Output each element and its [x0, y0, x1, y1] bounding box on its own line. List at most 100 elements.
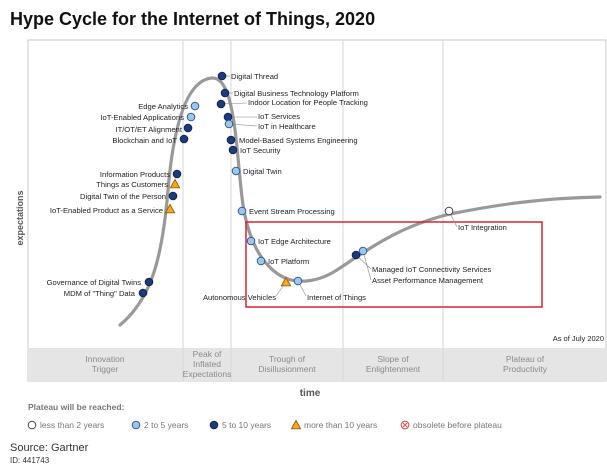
data-point: Internet of Things [293, 276, 366, 302]
data-point: IoT Integration [444, 206, 507, 232]
point-label: Digital Twin of the Person [80, 192, 166, 201]
x-axis-label: time [300, 388, 321, 399]
document-id: ID: 441743 [10, 456, 50, 465]
phase-label-line: Inflated [193, 359, 221, 369]
point-marker [220, 88, 230, 98]
point-marker [256, 256, 266, 266]
legend-marker-cross [402, 422, 408, 428]
phase-label-line: Disillusionment [258, 364, 316, 374]
phase-label: Trough of Disillusionment [258, 354, 316, 374]
point-label: Blockchain and IoT [112, 136, 177, 145]
highlight-box [245, 221, 543, 308]
data-point: Digital Thread [217, 71, 278, 81]
phase-label-line: Slope of [377, 354, 409, 364]
point-label: Indoor Location for People Tracking [248, 98, 368, 107]
phase-label-line: Expectations [183, 369, 232, 379]
point-label: Internet of Things [307, 293, 366, 302]
plot-frame [27, 39, 607, 382]
point-marker [186, 112, 196, 122]
point-label: Autonomous Vehicles [203, 293, 276, 302]
phase-label-line: Peak of [193, 349, 222, 359]
point-label: Digital Thread [231, 72, 278, 81]
legend-title: Plateau will be reached: [28, 402, 125, 412]
data-point: Indoor Location for People Tracking [216, 98, 368, 109]
point-label: Managed IoT Connectivity Services [372, 265, 492, 274]
as-of-note: As of July 2020 [553, 334, 604, 343]
phase-label: Innovation Trigger [85, 354, 124, 374]
point-marker [358, 246, 368, 256]
point-marker [280, 276, 292, 287]
point-marker [164, 203, 176, 214]
legend-label: 5 to 10 years [222, 420, 271, 430]
phase-label-line: Enlightenment [366, 364, 421, 374]
point-label: Event Stream Processing [249, 207, 335, 216]
legend-item: obsolete before plateau [400, 420, 502, 430]
point-label: Asset Performance Management [372, 276, 484, 285]
point-label: IoT Integration [458, 223, 507, 232]
chart-title: Hype Cycle for the Internet of Things, 2… [10, 9, 376, 29]
hype-cycle-chart: expectations time As of July 2020 Innovatio… [15, 39, 607, 430]
data-point: Edge Analytics [138, 101, 200, 111]
point-marker [179, 134, 189, 144]
data-point: IoT Security [228, 145, 281, 155]
data-point: IoT Platform [256, 256, 309, 266]
legend-item: less than 2 years [27, 420, 104, 430]
legend-item: 2 to 5 years [131, 420, 188, 430]
leader-line [228, 123, 258, 127]
point-marker [172, 169, 182, 179]
y-axis-label: expectations [15, 190, 25, 245]
data-point: Information Products [100, 169, 182, 179]
point-marker [228, 145, 238, 155]
point-marker [144, 277, 154, 287]
point-marker [138, 288, 148, 298]
legend-marker [290, 419, 302, 430]
data-point: IT/OT/ET Alignment [115, 123, 193, 134]
data-point: Autonomous Vehicles [203, 276, 292, 302]
point-marker [217, 71, 227, 81]
data-point: Things as Customers [96, 178, 181, 189]
point-label: Digital Twin [243, 167, 282, 176]
phase-label: Plateau of Productivity [503, 354, 548, 374]
point-label: Edge Analytics [138, 102, 188, 111]
point-label: Governance of Digital Twins [47, 278, 142, 287]
legend-item: 5 to 10 years [209, 420, 271, 430]
point-marker [183, 123, 193, 133]
data-point: IoT Edge Architecture [246, 236, 331, 246]
point-label: MDM of "Thing" Data [64, 289, 136, 298]
data-point: MDM of "Thing" Data [64, 288, 148, 298]
data-point: Digital Twin [231, 166, 282, 176]
phase-label: Slope of Enlightenment [366, 354, 421, 374]
phase-label-line: Plateau of [506, 354, 545, 364]
phase-label-line: Trigger [92, 364, 119, 374]
legend-marker [209, 420, 219, 430]
phase-label-line: Innovation [85, 354, 124, 364]
data-point: Digital Twin of the Person [80, 191, 178, 201]
data-point: Blockchain and IoT [112, 134, 189, 145]
point-label: IoT Services [258, 112, 300, 121]
point-marker [293, 276, 303, 286]
data-point: Digital Business Technology Platform [220, 88, 359, 98]
point-label: IoT Platform [268, 257, 309, 266]
point-marker [216, 99, 226, 109]
legend-item: more than 10 years [290, 419, 377, 430]
point-label: IoT-Enabled Product as a Service [50, 206, 163, 215]
leader-line [220, 102, 248, 105]
point-label: Digital Business Technology Platform [234, 89, 359, 98]
legend-marker [27, 420, 37, 430]
legend-label: more than 10 years [304, 420, 377, 430]
point-label: IT/OT/ET Alignment [115, 125, 182, 134]
phase-label: Peak of Inflated Expectations [183, 349, 232, 379]
data-point: Event Stream Processing [237, 206, 335, 216]
leader-line [362, 250, 372, 281]
point-marker [190, 101, 200, 111]
data-point: Asset Performance Management [358, 246, 484, 285]
point-marker [246, 236, 256, 246]
point-label: IoT in Healthcare [258, 122, 316, 131]
data-point: Governance of Digital Twins [47, 277, 154, 287]
data-point: Model-Based Systems Engineering [226, 135, 358, 145]
phase-bar [28, 348, 606, 381]
point-marker [223, 112, 233, 122]
data-point: IoT in Healthcare [224, 119, 316, 131]
phase-label-line: Productivity [503, 364, 548, 374]
source-note: Source: Gartner [10, 442, 89, 454]
